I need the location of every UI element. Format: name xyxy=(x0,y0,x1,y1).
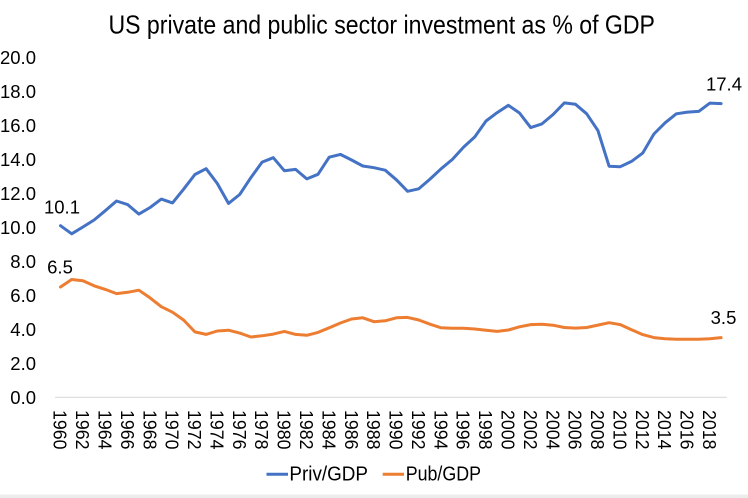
svg-text:1990: 1990 xyxy=(386,410,407,450)
svg-text:2016: 2016 xyxy=(677,410,698,450)
svg-text:2012: 2012 xyxy=(632,410,653,450)
svg-text:1976: 1976 xyxy=(229,410,250,450)
svg-text:US private and public sector i: US private and public sector investment … xyxy=(108,9,655,39)
svg-text:16.0: 16.0 xyxy=(0,115,36,136)
svg-text:1980: 1980 xyxy=(274,410,295,450)
svg-text:1988: 1988 xyxy=(363,410,384,450)
svg-text:1992: 1992 xyxy=(408,410,429,450)
svg-text:2002: 2002 xyxy=(520,410,541,450)
svg-text:14.0: 14.0 xyxy=(0,149,36,170)
svg-text:1960: 1960 xyxy=(50,410,71,450)
svg-text:8.0: 8.0 xyxy=(10,251,36,272)
svg-text:10.1: 10.1 xyxy=(44,197,80,218)
svg-text:1984: 1984 xyxy=(318,410,339,450)
svg-text:1998: 1998 xyxy=(475,410,496,450)
svg-text:1978: 1978 xyxy=(251,410,272,450)
svg-text:1996: 1996 xyxy=(453,410,474,450)
svg-text:2.0: 2.0 xyxy=(10,353,36,374)
svg-text:1994: 1994 xyxy=(430,410,451,450)
svg-text:2010: 2010 xyxy=(609,410,630,450)
svg-text:1966: 1966 xyxy=(117,410,138,450)
svg-text:0.0: 0.0 xyxy=(10,387,36,408)
svg-text:2006: 2006 xyxy=(565,410,586,450)
svg-text:2018: 2018 xyxy=(699,410,720,450)
svg-text:6.0: 6.0 xyxy=(10,285,36,306)
svg-text:1974: 1974 xyxy=(206,410,227,450)
svg-text:2004: 2004 xyxy=(542,410,563,450)
svg-text:2014: 2014 xyxy=(654,410,675,450)
svg-text:Pub/GDP: Pub/GDP xyxy=(406,463,481,485)
svg-text:10.0: 10.0 xyxy=(0,217,36,238)
svg-text:1964: 1964 xyxy=(94,410,115,450)
svg-text:4.0: 4.0 xyxy=(10,319,36,340)
svg-text:6.5: 6.5 xyxy=(47,257,73,278)
svg-text:17.4: 17.4 xyxy=(706,74,742,95)
svg-text:1962: 1962 xyxy=(72,410,93,450)
svg-text:2000: 2000 xyxy=(498,410,519,450)
svg-text:20.0: 20.0 xyxy=(0,47,36,68)
svg-text:1970: 1970 xyxy=(162,410,183,450)
svg-text:1972: 1972 xyxy=(184,410,205,450)
svg-text:3.5: 3.5 xyxy=(711,307,737,328)
svg-text:12.0: 12.0 xyxy=(0,183,36,204)
svg-text:1986: 1986 xyxy=(341,410,362,450)
svg-text:1982: 1982 xyxy=(296,410,317,450)
svg-text:18.0: 18.0 xyxy=(0,81,36,102)
svg-text:Priv/GDP: Priv/GDP xyxy=(289,463,368,485)
svg-text:1968: 1968 xyxy=(139,410,160,450)
svg-text:2008: 2008 xyxy=(587,410,608,450)
